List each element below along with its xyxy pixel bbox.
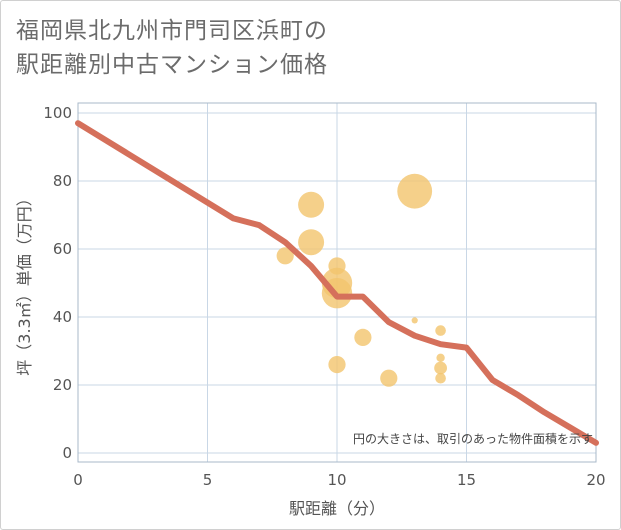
data-bubble: [354, 328, 372, 346]
x-tick-label: 5: [203, 471, 213, 489]
x-tick-label: 20: [586, 471, 605, 489]
x-tick-label: 10: [327, 471, 346, 489]
data-bubble: [276, 247, 294, 265]
y-tick-label: 40: [53, 308, 72, 326]
y-tick-label: 20: [53, 376, 72, 394]
y-tick-label: 0: [62, 444, 72, 462]
y-axis-label: 坪（3.3㎡）単価（万円）: [15, 190, 34, 375]
y-tick-label: 80: [53, 172, 72, 190]
bubble-size-note: 円の大きさは、取引のあった物件面積を示す: [353, 431, 593, 446]
data-bubble: [436, 353, 445, 362]
data-bubble: [380, 369, 398, 387]
x-tick-label: 0: [73, 471, 83, 489]
chart-title-line1: 福岡県北九州市門司区浜町の: [16, 18, 328, 44]
data-bubble: [328, 356, 346, 374]
data-bubble: [397, 173, 433, 209]
plot-border: [77, 102, 597, 463]
bubble-layer: [276, 173, 447, 387]
data-bubble: [298, 229, 325, 256]
average-price-line: [75, 120, 599, 446]
data-bubble: [298, 191, 325, 218]
data-bubble: [435, 372, 446, 384]
tick-layer: 0 5 10 15 20 0 20 40 60 80 100: [43, 104, 605, 489]
y-tick-label: 60: [53, 240, 72, 258]
y-tick-label: 100: [43, 104, 72, 122]
x-tick-label: 15: [457, 471, 476, 489]
chart-title: 福岡県北九州市門司区浜町の 駅距離別中古マンション価格: [16, 14, 576, 82]
x-axis-label: 駅距離（分）: [289, 499, 385, 518]
data-bubble: [435, 325, 446, 336]
grid-layer: [78, 103, 596, 462]
data-bubble: [434, 361, 447, 375]
chart-title-line2: 駅距離別中古マンション価格: [16, 52, 328, 78]
data-bubble: [411, 317, 418, 324]
